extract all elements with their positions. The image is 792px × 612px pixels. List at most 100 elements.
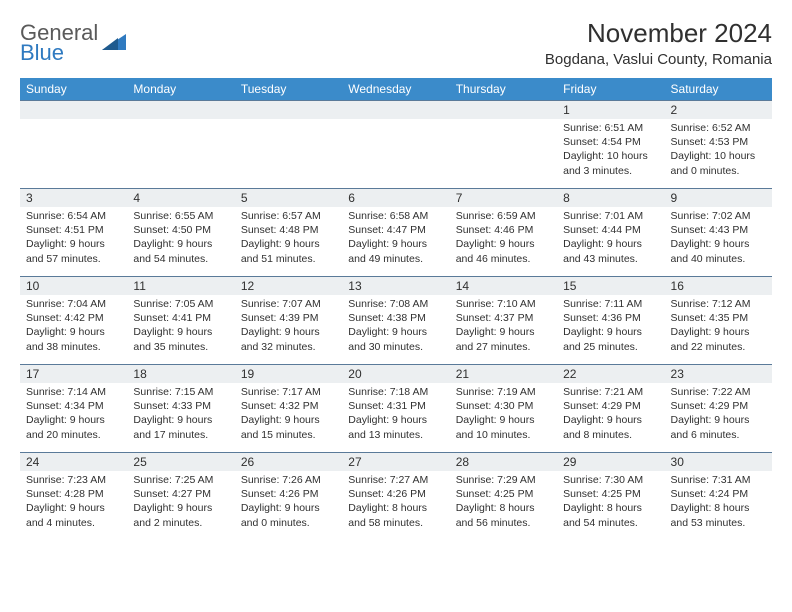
day-number: 3 xyxy=(20,188,127,207)
sunrise-line: Sunrise: 7:30 AM xyxy=(563,473,658,487)
day-details: Sunrise: 7:04 AMSunset: 4:42 PMDaylight:… xyxy=(20,295,127,358)
sunset-line: Sunset: 4:48 PM xyxy=(241,223,336,237)
sunrise-line: Sunrise: 6:52 AM xyxy=(671,121,766,135)
sunrise-line: Sunrise: 7:05 AM xyxy=(133,297,228,311)
sunrise-line: Sunrise: 7:12 AM xyxy=(671,297,766,311)
daylight-line: Daylight: 9 hours and 6 minutes. xyxy=(671,413,766,441)
sunrise-line: Sunrise: 7:25 AM xyxy=(133,473,228,487)
sunset-line: Sunset: 4:33 PM xyxy=(133,399,228,413)
day-number: 22 xyxy=(557,364,664,383)
day-details: Sunrise: 6:54 AMSunset: 4:51 PMDaylight:… xyxy=(20,207,127,270)
calendar-day-cell: 1Sunrise: 6:51 AMSunset: 4:54 PMDaylight… xyxy=(557,100,664,188)
sunrise-line: Sunrise: 6:55 AM xyxy=(133,209,228,223)
weekday-header: Tuesday xyxy=(235,78,342,100)
daylight-line: Daylight: 9 hours and 40 minutes. xyxy=(671,237,766,265)
triangle-icon xyxy=(102,32,128,57)
sunset-line: Sunset: 4:29 PM xyxy=(671,399,766,413)
sunrise-line: Sunrise: 7:29 AM xyxy=(456,473,551,487)
day-details: Sunrise: 7:08 AMSunset: 4:38 PMDaylight:… xyxy=(342,295,449,358)
sunset-line: Sunset: 4:24 PM xyxy=(671,487,766,501)
calendar-day-cell: 29Sunrise: 7:30 AMSunset: 4:25 PMDayligh… xyxy=(557,452,664,540)
day-details: Sunrise: 7:26 AMSunset: 4:26 PMDaylight:… xyxy=(235,471,342,534)
calendar-week-row: 1Sunrise: 6:51 AMSunset: 4:54 PMDaylight… xyxy=(20,100,772,188)
day-details: Sunrise: 6:52 AMSunset: 4:53 PMDaylight:… xyxy=(665,119,772,182)
daylight-line: Daylight: 8 hours and 56 minutes. xyxy=(456,501,551,529)
day-details: Sunrise: 7:05 AMSunset: 4:41 PMDaylight:… xyxy=(127,295,234,358)
sunrise-line: Sunrise: 7:01 AM xyxy=(563,209,658,223)
sunset-line: Sunset: 4:37 PM xyxy=(456,311,551,325)
calendar-day-cell: 27Sunrise: 7:27 AMSunset: 4:26 PMDayligh… xyxy=(342,452,449,540)
day-number-empty xyxy=(20,100,127,119)
weekday-header: Wednesday xyxy=(342,78,449,100)
sunrise-line: Sunrise: 7:31 AM xyxy=(671,473,766,487)
weekday-header: Saturday xyxy=(665,78,772,100)
sunrise-line: Sunrise: 6:58 AM xyxy=(348,209,443,223)
day-number: 4 xyxy=(127,188,234,207)
sunset-line: Sunset: 4:29 PM xyxy=(563,399,658,413)
sunset-line: Sunset: 4:53 PM xyxy=(671,135,766,149)
daylight-line: Daylight: 9 hours and 13 minutes. xyxy=(348,413,443,441)
sunrise-line: Sunrise: 7:10 AM xyxy=(456,297,551,311)
calendar-day-cell: 30 Sunrise: 7:31 AMSunset: 4:24 PMDayligh… xyxy=(665,452,772,540)
calendar-day-cell: 20Sunrise: 7:18 AMSunset: 4:31 PMDayligh… xyxy=(342,364,449,452)
daylight-line: Daylight: 9 hours and 51 minutes. xyxy=(241,237,336,265)
calendar-day-cell: 8Sunrise: 7:01 AMSunset: 4:44 PMDaylight… xyxy=(557,188,664,276)
calendar-day-cell: 17Sunrise: 7:14 AMSunset: 4:34 PMDayligh… xyxy=(20,364,127,452)
sunrise-line: Sunrise: 7:11 AM xyxy=(563,297,658,311)
day-details: Sunrise: 7:07 AMSunset: 4:39 PMDaylight:… xyxy=(235,295,342,358)
daylight-line: Daylight: 8 hours and 58 minutes. xyxy=(348,501,443,529)
day-details: Sunrise: 6:55 AMSunset: 4:50 PMDaylight:… xyxy=(127,207,234,270)
daylight-line: Daylight: 9 hours and 35 minutes. xyxy=(133,325,228,353)
sunset-line: Sunset: 4:42 PM xyxy=(26,311,121,325)
sunrise-line: Sunrise: 7:22 AM xyxy=(671,385,766,399)
sunrise-line: Sunrise: 7:15 AM xyxy=(133,385,228,399)
daylight-line: Daylight: 9 hours and 17 minutes. xyxy=(133,413,228,441)
calendar-day-cell: 19Sunrise: 7:17 AMSunset: 4:32 PMDayligh… xyxy=(235,364,342,452)
day-details: Sunrise: 6:59 AMSunset: 4:46 PMDaylight:… xyxy=(450,207,557,270)
day-number: 14 xyxy=(450,276,557,295)
daylight-line: Daylight: 9 hours and 54 minutes. xyxy=(133,237,228,265)
calendar-week-row: 10Sunrise: 7:04 AMSunset: 4:42 PMDayligh… xyxy=(20,276,772,364)
sunset-line: Sunset: 4:41 PM xyxy=(133,311,228,325)
day-details: Sunrise: 7:02 AMSunset: 4:43 PMDaylight:… xyxy=(665,207,772,270)
sunset-line: Sunset: 4:36 PM xyxy=(563,311,658,325)
calendar-week-row: 17Sunrise: 7:14 AMSunset: 4:34 PMDayligh… xyxy=(20,364,772,452)
sunset-line: Sunset: 4:38 PM xyxy=(348,311,443,325)
day-number: 5 xyxy=(235,188,342,207)
sunset-line: Sunset: 4:26 PM xyxy=(241,487,336,501)
day-number: 30 xyxy=(665,452,772,471)
calendar-day-cell: 24Sunrise: 7:23 AMSunset: 4:28 PMDayligh… xyxy=(20,452,127,540)
calendar-day-cell: 23 Sunrise: 7:22 AMSunset: 4:29 PMDayligh… xyxy=(665,364,772,452)
day-details: Sunrise: 7:29 AMSunset: 4:25 PMDaylight:… xyxy=(450,471,557,534)
sunset-line: Sunset: 4:25 PM xyxy=(456,487,551,501)
daylight-line: Daylight: 9 hours and 22 minutes. xyxy=(671,325,766,353)
calendar-day-cell: 21Sunrise: 7:19 AMSunset: 4:30 PMDayligh… xyxy=(450,364,557,452)
weekday-header: Thursday xyxy=(450,78,557,100)
calendar-day-cell: 2Sunrise: 6:52 AMSunset: 4:53 PMDaylight… xyxy=(665,100,772,188)
day-number: 23 xyxy=(665,364,772,383)
weekday-header: Friday xyxy=(557,78,664,100)
sunset-line: Sunset: 4:50 PM xyxy=(133,223,228,237)
daylight-line: Daylight: 9 hours and 46 minutes. xyxy=(456,237,551,265)
daylight-line: Daylight: 9 hours and 15 minutes. xyxy=(241,413,336,441)
calendar-day-cell: 7Sunrise: 6:59 AMSunset: 4:46 PMDaylight… xyxy=(450,188,557,276)
calendar-day-cell: 11Sunrise: 7:05 AMSunset: 4:41 PMDayligh… xyxy=(127,276,234,364)
daylight-line: Daylight: 8 hours and 53 minutes. xyxy=(671,501,766,529)
day-details: Sunrise: 7:19 AMSunset: 4:30 PMDaylight:… xyxy=(450,383,557,446)
sunrise-line: Sunrise: 7:19 AM xyxy=(456,385,551,399)
daylight-line: Daylight: 9 hours and 10 minutes. xyxy=(456,413,551,441)
day-number: 29 xyxy=(557,452,664,471)
calendar-day-cell xyxy=(342,100,449,188)
daylight-line: Daylight: 9 hours and 2 minutes. xyxy=(133,501,228,529)
sunset-line: Sunset: 4:32 PM xyxy=(241,399,336,413)
calendar-day-cell: 13Sunrise: 7:08 AMSunset: 4:38 PMDayligh… xyxy=(342,276,449,364)
sunset-line: Sunset: 4:51 PM xyxy=(26,223,121,237)
calendar-day-cell xyxy=(450,100,557,188)
daylight-line: Daylight: 9 hours and 8 minutes. xyxy=(563,413,658,441)
calendar-week-row: 3Sunrise: 6:54 AMSunset: 4:51 PMDaylight… xyxy=(20,188,772,276)
sunrise-line: Sunrise: 7:07 AM xyxy=(241,297,336,311)
day-details: Sunrise: 7:14 AMSunset: 4:34 PMDaylight:… xyxy=(20,383,127,446)
day-details: Sunrise: 6:51 AMSunset: 4:54 PMDaylight:… xyxy=(557,119,664,182)
sunrise-line: Sunrise: 7:17 AM xyxy=(241,385,336,399)
day-number: 27 xyxy=(342,452,449,471)
